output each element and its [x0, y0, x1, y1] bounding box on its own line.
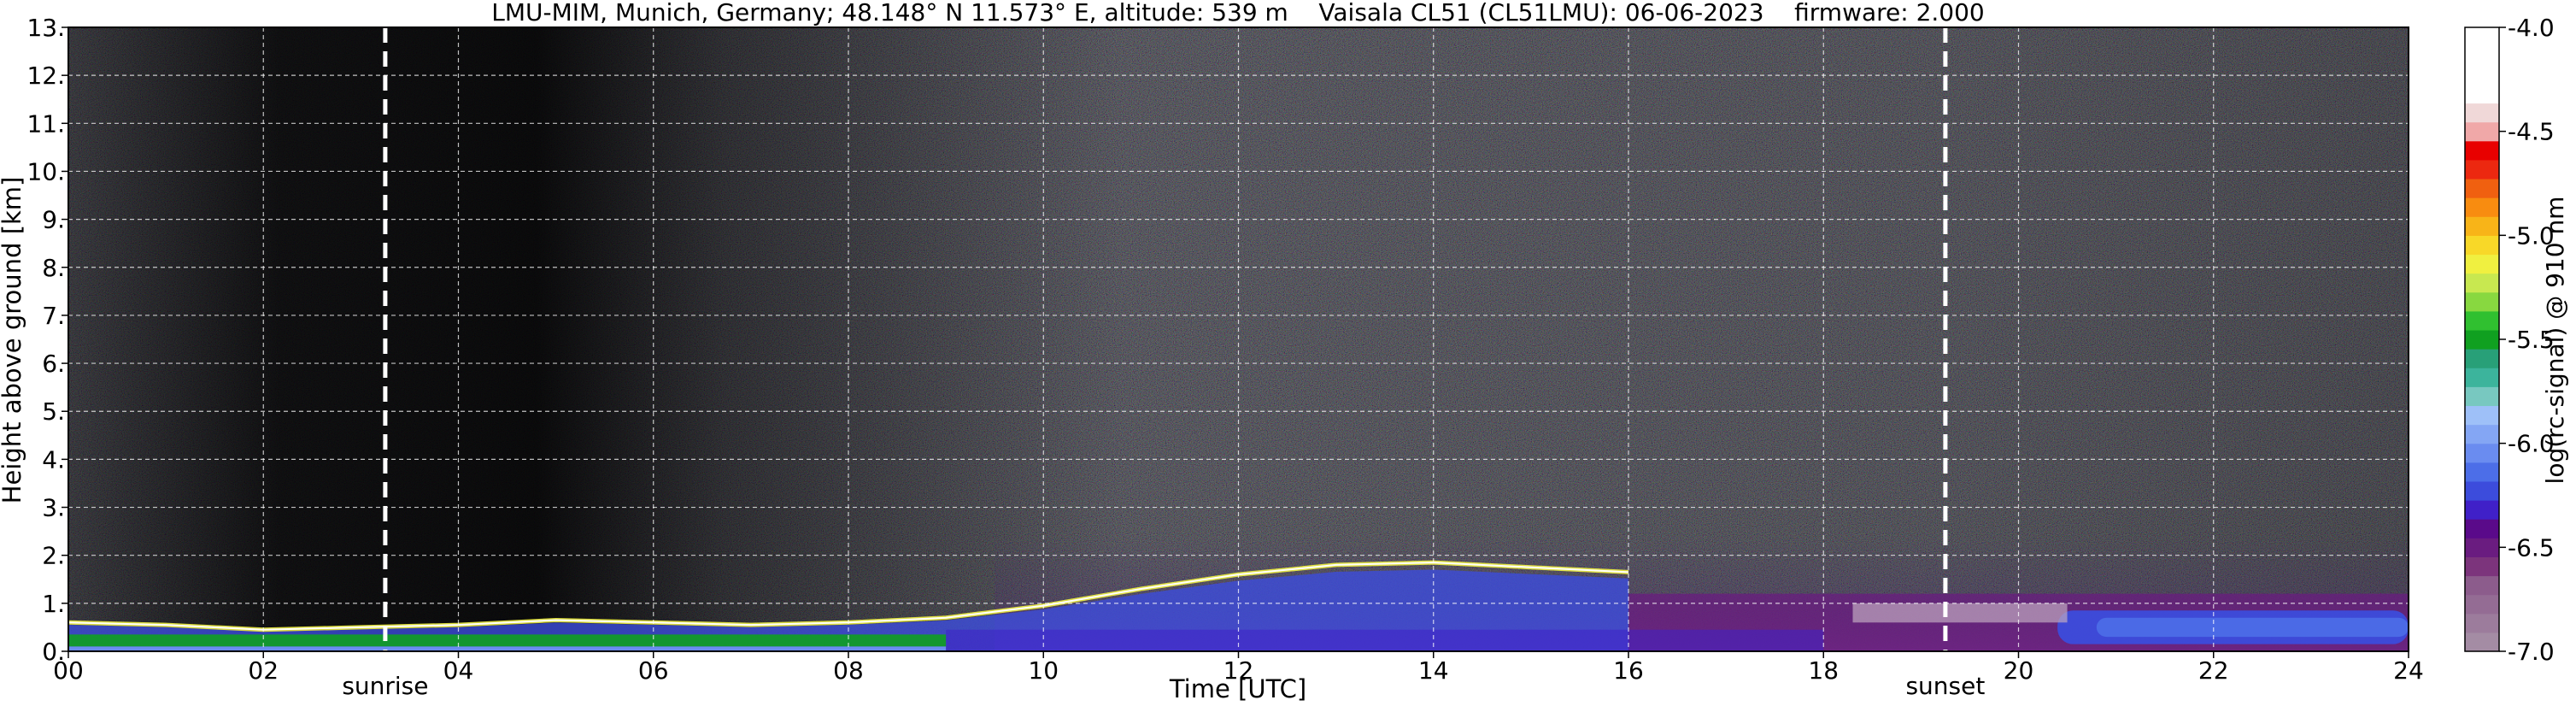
colorbar-tick-label: -6.0 — [2508, 430, 2555, 458]
event-labels: sunrise sunset — [342, 672, 1985, 700]
evening-light-haze — [1852, 603, 2068, 623]
colorbar-segment — [2465, 368, 2499, 387]
x-tick-label: 24 — [2393, 656, 2424, 685]
x-tick-label: 08 — [833, 656, 864, 685]
y-tick-label: 9. — [42, 206, 65, 234]
y-tick-label: 0. — [42, 638, 65, 666]
colorbar-segment — [2465, 178, 2499, 198]
y-tick-label: 7. — [42, 302, 65, 330]
y-tick-label: 1. — [42, 590, 65, 618]
nocturnal-layer — [68, 634, 947, 647]
colorbar-segment — [2465, 273, 2499, 293]
colorbar-segment — [2465, 310, 2499, 331]
colorbar-segment — [2465, 538, 2499, 557]
colorbar-segment — [2465, 27, 2499, 47]
y-tick-label: 12. — [26, 62, 65, 90]
colorbar-segment — [2465, 632, 2499, 652]
colorbar-segment — [2465, 594, 2499, 615]
colorbar-segment — [2465, 197, 2499, 217]
colorbar-segment — [2465, 500, 2499, 520]
y-tick-label: 5. — [42, 397, 65, 426]
colorbar-segment — [2465, 613, 2499, 633]
x-tick-label: 06 — [638, 656, 669, 685]
colorbar-tick-label: -7.0 — [2508, 638, 2555, 666]
y-tick-label: 8. — [42, 254, 65, 282]
y-tick-label: 10. — [26, 157, 65, 185]
colorbar-segment — [2465, 216, 2499, 236]
colorbar-segment — [2465, 159, 2499, 179]
y-tick-label: 3. — [42, 494, 65, 522]
colorbar-segment — [2465, 140, 2499, 161]
y-tick-label: 13. — [26, 14, 65, 42]
y-axis-label: Height above ground [km] — [0, 177, 26, 504]
x-tick-label: 20 — [2004, 656, 2034, 685]
colorbar-segment — [2465, 575, 2499, 596]
x-tick-label: 22 — [2198, 656, 2229, 685]
colorbar-segment — [2465, 291, 2499, 312]
colorbar-tick-label: -4.5 — [2508, 118, 2555, 146]
y-tick-label: 11. — [26, 109, 65, 138]
colorbar-segment — [2465, 235, 2499, 256]
colorbar-tick-label: -4.0 — [2508, 14, 2555, 42]
colorbar-tick-label: -5.5 — [2508, 326, 2555, 354]
event-markers — [383, 27, 1948, 651]
x-tick-label: 00 — [53, 656, 84, 685]
y-tick-label: 2. — [42, 542, 65, 570]
colorbar-segment — [2465, 462, 2499, 482]
colorbar-segment — [2465, 254, 2499, 274]
x-tick-label: 18 — [1808, 656, 1839, 685]
colorbar-segment — [2465, 519, 2499, 538]
evening-aerosol-core — [2096, 617, 2409, 638]
colorbar-segment — [2465, 386, 2499, 407]
surface-layer — [946, 629, 1824, 651]
colorbar-segment — [2465, 121, 2499, 142]
x-tick-label: 12 — [1223, 656, 1254, 685]
x-tick-label: 10 — [1028, 656, 1059, 685]
colorbar: -4.0 -4.5 -5.0 -5.5 -6.0 -6.5 -7.0 — [2464, 14, 2555, 666]
sunset-label: sunset — [1905, 672, 1985, 700]
colorbar-segment — [2465, 65, 2499, 85]
colorbar-segment — [2465, 443, 2499, 463]
x-tick-label: 14 — [1418, 656, 1449, 685]
colorbar-segment — [2465, 349, 2499, 368]
x-axis-label: Time [UTC] — [1169, 674, 1306, 703]
colorbar-segment — [2465, 329, 2499, 350]
colorbar-segment — [2465, 46, 2499, 66]
plot-area — [68, 27, 2409, 651]
colorbar-segment — [2465, 556, 2499, 577]
x-tick-label: 04 — [443, 656, 474, 685]
colorbar-segment — [2465, 480, 2499, 501]
x-tick-label: 02 — [248, 656, 279, 685]
near-ground-layer — [68, 646, 947, 651]
colorbar-segment — [2465, 84, 2499, 104]
x-tick-label: 16 — [1613, 656, 1644, 685]
y-tick-label: 4. — [42, 445, 65, 474]
colorbar-tick-label: -5.0 — [2508, 221, 2555, 250]
x-axis-ticks: 00 02 04 06 08 10 12 14 16 18 20 22 24 — [53, 651, 2424, 685]
y-tick-label: 6. — [42, 350, 65, 378]
colorbar-tick-label: -6.5 — [2508, 533, 2555, 562]
colorbar-segment — [2465, 424, 2499, 444]
colorbar-segment — [2465, 405, 2499, 426]
grid-lines — [68, 27, 2409, 651]
colorbar-label: log(rc-signal) @ 910 nm — [2541, 197, 2569, 485]
colorbar-segment — [2465, 103, 2499, 123]
y-axis-ticks: 0. 1. 2. 3. 4. 5. 6. 7. 8. 9. 10. 11. 12. 13. — [26, 14, 68, 666]
chart-title: LMU-MIM, Munich, Germany; 48.148° N 11.5… — [491, 0, 1985, 26]
sunrise-label: sunrise — [342, 672, 428, 700]
